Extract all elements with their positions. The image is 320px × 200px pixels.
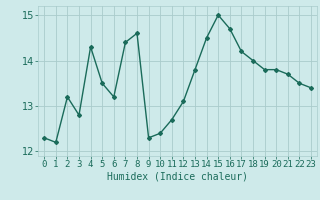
X-axis label: Humidex (Indice chaleur): Humidex (Indice chaleur) <box>107 172 248 182</box>
